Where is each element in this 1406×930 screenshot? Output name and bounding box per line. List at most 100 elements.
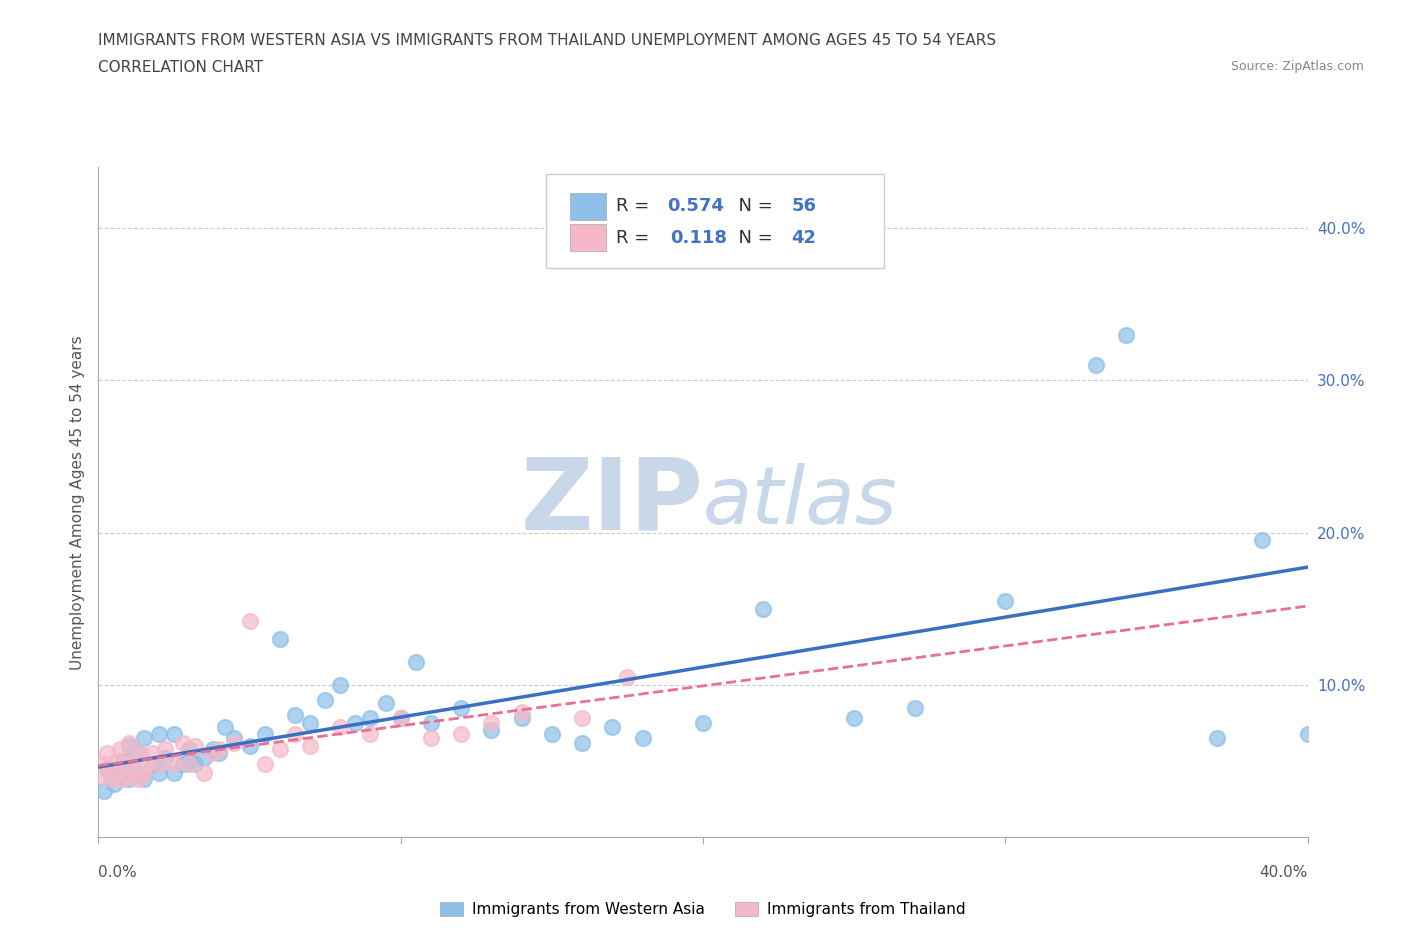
Point [124, 765, 146, 780]
Point [193, 751, 215, 765]
Point [450, 700, 472, 715]
Point [127, 772, 149, 787]
Point [111, 753, 134, 768]
Point [202, 741, 225, 756]
Point [329, 677, 352, 692]
Point [96, 761, 118, 776]
Point [208, 746, 231, 761]
Point [118, 736, 141, 751]
Point [96, 746, 118, 761]
Text: 42: 42 [792, 229, 817, 246]
Point [127, 746, 149, 761]
Point [90, 769, 112, 784]
Point [360, 726, 382, 741]
Point [108, 769, 131, 784]
Point [103, 777, 125, 791]
Point [631, 731, 654, 746]
Point [299, 738, 322, 753]
Point [239, 738, 262, 753]
Point [163, 765, 186, 780]
Point [299, 715, 322, 730]
FancyBboxPatch shape [569, 193, 606, 219]
Point [904, 700, 927, 715]
Point [148, 756, 170, 771]
Point [1206, 731, 1229, 746]
Point [142, 756, 165, 771]
Point [540, 726, 562, 741]
Point [1085, 358, 1108, 373]
Point [224, 736, 246, 751]
Point [193, 765, 215, 780]
Point [111, 772, 134, 787]
Text: Source: ZipAtlas.com: Source: ZipAtlas.com [1230, 60, 1364, 73]
Point [571, 711, 593, 725]
Point [124, 751, 146, 765]
Text: IMMIGRANTS FROM WESTERN ASIA VS IMMIGRANTS FROM THAILAND UNEMPLOYMENT AMONG AGES: IMMIGRANTS FROM WESTERN ASIA VS IMMIGRAN… [98, 33, 997, 47]
Point [100, 772, 122, 787]
Text: CORRELATION CHART: CORRELATION CHART [98, 60, 263, 75]
Point [142, 746, 165, 761]
Point [135, 756, 157, 771]
Point [224, 731, 246, 746]
Point [132, 765, 155, 780]
Point [510, 711, 533, 725]
Point [202, 746, 225, 761]
Point [208, 741, 231, 756]
Point [118, 769, 141, 784]
Point [269, 631, 291, 646]
Point [419, 731, 441, 746]
Point [602, 720, 624, 735]
Point [752, 602, 775, 617]
Point [172, 756, 194, 771]
Point [177, 756, 201, 771]
Point [329, 720, 352, 735]
Point [374, 696, 396, 711]
Legend: Immigrants from Western Asia, Immigrants from Thailand: Immigrants from Western Asia, Immigrants… [434, 896, 972, 923]
Point [405, 655, 427, 670]
Point [177, 741, 201, 756]
Text: R =: R = [616, 229, 661, 246]
Point [692, 715, 714, 730]
Point [132, 731, 155, 746]
Point [1296, 726, 1319, 741]
Point [103, 765, 125, 780]
Point [571, 736, 593, 751]
Point [118, 738, 141, 753]
Point [239, 614, 262, 629]
Y-axis label: Unemployment Among Ages 45 to 54 years: Unemployment Among Ages 45 to 54 years [69, 335, 84, 670]
Point [481, 715, 503, 730]
Point [177, 753, 201, 768]
Point [118, 772, 141, 787]
Text: 0.0%: 0.0% [98, 865, 138, 880]
Point [1115, 327, 1137, 342]
Point [129, 746, 152, 761]
Point [994, 593, 1017, 608]
Point [132, 772, 155, 787]
Point [163, 756, 186, 771]
Point [510, 705, 533, 720]
Point [844, 711, 866, 725]
Point [616, 670, 638, 684]
Point [284, 726, 307, 741]
Text: N =: N = [727, 197, 779, 215]
Point [360, 711, 382, 725]
Point [389, 711, 412, 725]
Point [172, 736, 194, 751]
Point [389, 711, 412, 725]
Point [481, 723, 503, 737]
Point [344, 715, 367, 730]
Text: 0.574: 0.574 [666, 197, 724, 215]
Point [450, 726, 472, 741]
Text: ZIP: ZIP [520, 454, 703, 551]
Text: 0.118: 0.118 [671, 229, 727, 246]
Text: atlas: atlas [703, 463, 898, 541]
Text: 40.0%: 40.0% [1260, 865, 1308, 880]
Text: R =: R = [616, 197, 655, 215]
Point [253, 756, 276, 771]
Point [93, 756, 115, 771]
Point [108, 741, 131, 756]
Point [214, 720, 236, 735]
Point [105, 753, 128, 768]
Point [1251, 533, 1274, 548]
Text: N =: N = [727, 229, 779, 246]
